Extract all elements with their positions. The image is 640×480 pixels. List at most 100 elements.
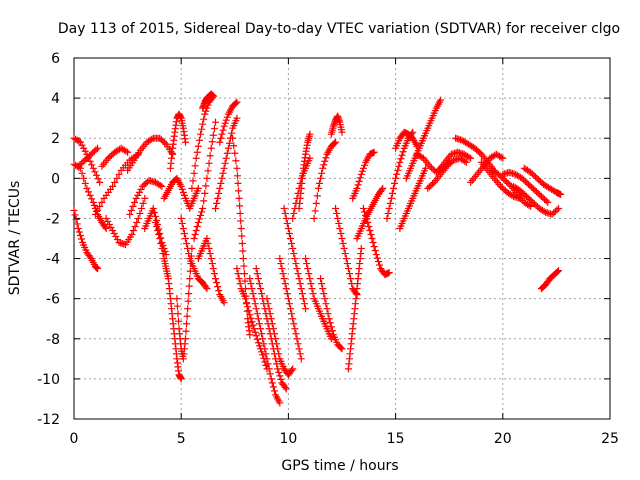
data-point-marker <box>258 348 266 356</box>
data-point-marker <box>235 187 243 195</box>
data-point-marker <box>506 181 514 189</box>
data-point-marker <box>279 270 287 278</box>
data-point-marker <box>73 220 81 228</box>
data-point-marker <box>110 229 118 237</box>
data-point-marker <box>387 194 395 202</box>
data-point-marker <box>243 299 251 307</box>
data-point-marker <box>70 206 78 214</box>
data-point-marker <box>198 125 206 133</box>
data-point-marker <box>233 164 241 172</box>
data-point-marker <box>274 345 282 353</box>
data-point-marker <box>339 240 347 248</box>
series-sat-track-36 <box>344 245 365 373</box>
data-point-marker <box>293 265 301 273</box>
data-point-marker <box>246 275 254 283</box>
data-point-marker <box>173 295 181 303</box>
data-point-marker <box>409 128 417 136</box>
data-point-marker <box>338 345 346 353</box>
data-point-marker <box>246 331 254 339</box>
data-point-marker <box>348 280 356 288</box>
data-point-marker <box>257 285 265 293</box>
data-point-marker <box>142 179 150 187</box>
data-point-marker <box>241 277 249 285</box>
data-point-marker <box>385 269 393 277</box>
data-point-marker <box>366 226 374 234</box>
data-point-marker <box>290 209 298 217</box>
data-point-marker <box>255 342 263 350</box>
data-point-marker <box>539 194 547 202</box>
data-point-marker <box>429 180 437 188</box>
data-point-marker <box>203 174 211 182</box>
data-point-marker <box>202 283 210 291</box>
data-point-marker <box>336 224 344 232</box>
series-sat-track-17 <box>190 118 220 242</box>
data-point-marker <box>124 148 132 156</box>
data-point-marker <box>140 181 148 189</box>
data-point-marker <box>369 239 377 247</box>
data-point-marker <box>373 254 381 262</box>
data-point-marker <box>290 250 298 258</box>
data-point-marker <box>109 182 117 190</box>
data-point-marker <box>178 185 186 193</box>
data-point-marker <box>516 186 524 194</box>
data-point-marker <box>322 154 330 162</box>
data-point-marker <box>553 206 561 214</box>
data-point-marker <box>527 197 535 205</box>
data-point-marker <box>531 173 539 181</box>
data-point-marker <box>528 170 536 178</box>
data-point-marker <box>356 174 364 182</box>
data-point-marker <box>429 165 437 173</box>
data-point-marker <box>88 195 96 203</box>
data-point-marker <box>183 312 191 320</box>
data-point-marker <box>138 204 146 212</box>
data-point-marker <box>287 235 295 242</box>
data-point-marker <box>208 260 216 268</box>
data-point-marker <box>162 251 170 259</box>
data-point-marker <box>282 214 290 222</box>
data-point-marker <box>188 184 196 192</box>
data-point-marker <box>104 217 112 225</box>
data-point-marker <box>277 375 285 383</box>
data-point-marker <box>527 168 535 176</box>
data-point-marker <box>367 230 375 238</box>
data-point-marker <box>327 335 335 343</box>
data-point-marker <box>309 290 317 298</box>
data-point-marker <box>179 224 187 232</box>
data-point-marker <box>274 365 282 373</box>
data-point-marker <box>198 208 206 216</box>
data-point-marker <box>106 153 114 161</box>
data-point-marker <box>218 174 226 182</box>
data-point-marker <box>288 240 296 248</box>
data-point-marker <box>216 138 224 146</box>
data-point-marker <box>289 245 297 253</box>
data-point-marker <box>320 161 328 169</box>
data-point-marker <box>220 299 228 307</box>
y-tick-label: 0 <box>51 171 60 187</box>
data-point-marker <box>190 169 198 177</box>
data-point-marker <box>311 207 319 215</box>
data-point-marker <box>92 146 100 154</box>
data-point-marker <box>297 285 305 293</box>
data-point-marker <box>180 191 188 199</box>
data-point-marker <box>461 157 469 165</box>
data-point-marker <box>321 295 329 303</box>
data-point-marker <box>191 162 199 170</box>
data-point-marker <box>86 152 94 160</box>
data-point-marker <box>215 189 223 197</box>
data-point-marker <box>262 350 270 358</box>
data-point-marker <box>278 265 286 273</box>
data-point-marker <box>297 355 305 363</box>
data-point-marker <box>177 375 185 383</box>
data-point-marker <box>238 232 246 240</box>
data-point-marker <box>535 176 543 184</box>
data-point-marker <box>324 310 332 318</box>
data-point-marker <box>303 260 311 268</box>
series-sat-track-53 <box>520 164 565 198</box>
series-sat-track-4 <box>74 144 102 170</box>
data-point-marker <box>201 189 209 197</box>
data-point-marker <box>223 149 231 157</box>
data-point-marker <box>337 344 345 352</box>
data-point-marker <box>264 360 272 368</box>
data-point-marker <box>221 159 229 167</box>
data-point-marker <box>261 345 269 353</box>
